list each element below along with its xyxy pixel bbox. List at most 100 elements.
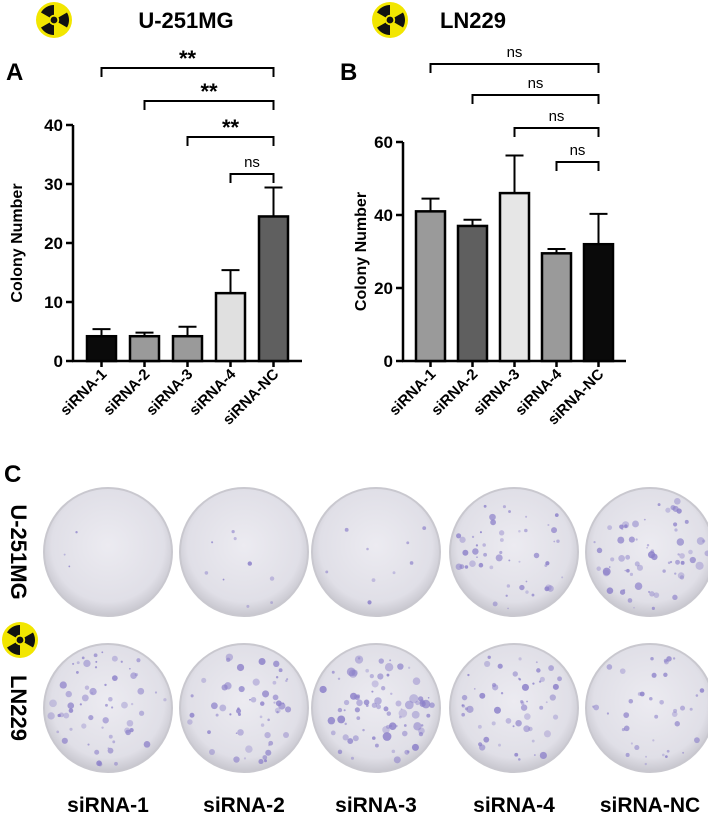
colony-spot [552, 714, 559, 720]
colony-spot [87, 743, 90, 746]
colony-spot [264, 759, 268, 763]
colony-spot [319, 685, 327, 694]
colony-spot [502, 505, 506, 509]
colony-spot [492, 601, 498, 607]
colony-plate [311, 487, 441, 617]
colony-spot [674, 721, 680, 727]
colony-spot [236, 708, 242, 714]
colony-spot [357, 657, 361, 660]
colony-spot [515, 719, 522, 727]
colony-spot [518, 758, 521, 761]
colony-spot [101, 651, 104, 654]
colony-spot [456, 533, 462, 539]
colony-spot [243, 757, 247, 760]
colony-spot [671, 711, 678, 717]
colony-spot [418, 731, 424, 737]
colony-spot [278, 668, 283, 673]
colony-spot [512, 725, 515, 728]
colony-spot [130, 702, 134, 706]
colony-spot [237, 729, 244, 736]
colony-spot [554, 513, 559, 518]
colony-spot [209, 749, 216, 756]
colony-spot [330, 730, 336, 736]
colony-spot [673, 522, 678, 527]
colony-spot [508, 559, 511, 562]
colony-spot [348, 669, 358, 678]
colony-spot [610, 557, 615, 562]
colony-spot [235, 732, 238, 735]
colony-spot [545, 701, 548, 704]
colony-spot [215, 713, 219, 717]
chart-a-significance-label: ** [200, 79, 218, 104]
colony-spot [466, 705, 474, 713]
colony-spot [673, 708, 678, 713]
colony-spot [143, 741, 151, 748]
colony-spot [111, 675, 118, 682]
colony-spot [634, 744, 640, 751]
colony-spot [679, 575, 685, 580]
colony-spot [524, 528, 528, 533]
colony-spot [211, 541, 214, 544]
colony-spot [507, 607, 509, 610]
chart-a-y-tick-label: 40 [44, 116, 63, 135]
colony-spot [233, 756, 240, 763]
colony-spot [84, 685, 90, 690]
colony-spot [344, 722, 347, 726]
colony-spot [622, 521, 630, 529]
colony-spot [264, 731, 271, 739]
colony-spot [88, 714, 94, 721]
colony-spot [619, 668, 626, 674]
chart-b-bar [498, 191, 531, 363]
colony-spot [327, 716, 336, 725]
colony-spot [551, 527, 558, 534]
colony-spot [207, 730, 211, 735]
colony-spot [267, 718, 270, 722]
colony-spot [539, 751, 547, 760]
colony-spot [210, 702, 218, 710]
colony-spot [467, 673, 470, 677]
colony-spot [65, 690, 72, 698]
colony-spot [238, 685, 245, 693]
colony-spot [482, 543, 486, 547]
chart-a-bar [85, 334, 118, 363]
colony-spot [59, 681, 67, 689]
colony-spot [411, 710, 420, 719]
colony-spot [356, 699, 363, 707]
colony-spot [654, 714, 659, 719]
colony-spot [487, 655, 491, 660]
colony-spot [75, 671, 79, 674]
colony-spot [561, 576, 564, 579]
colony-spot [596, 566, 601, 571]
panel-b-cell-line: LN229 [440, 8, 506, 33]
plate-dish [585, 487, 708, 617]
colony-spot [272, 680, 277, 685]
colony-spot [398, 715, 402, 719]
colony-spot [478, 562, 484, 568]
colony-spot [250, 696, 257, 703]
colony-spot [602, 569, 610, 577]
plate-dish [43, 487, 173, 617]
colony-spot [661, 753, 665, 757]
colony-spot [356, 716, 361, 720]
chart-a-significance-bracket [143, 100, 275, 110]
colony-spot [497, 663, 503, 669]
colony-spot [535, 661, 538, 664]
colony-spot [624, 569, 627, 572]
colony-spot [483, 736, 490, 743]
colony-spot [247, 561, 252, 566]
radiation-icon [372, 2, 408, 38]
colony-spot [464, 565, 469, 569]
colony-spot [274, 707, 281, 714]
colony-spot [353, 694, 360, 700]
colony-spot [664, 755, 668, 758]
colony-spot [695, 694, 699, 697]
chart-a: 0 10 20 30 40 Colony Number siRNA-1siRNA-2siRN… [9, 46, 302, 429]
colony-spot [514, 752, 519, 757]
colony-spot [539, 676, 545, 682]
colony-spot [96, 760, 102, 767]
colony-spot [689, 556, 696, 564]
chart-b-significance-bracket [429, 63, 600, 73]
colony-spot [506, 584, 511, 588]
colony-spot [229, 713, 232, 716]
